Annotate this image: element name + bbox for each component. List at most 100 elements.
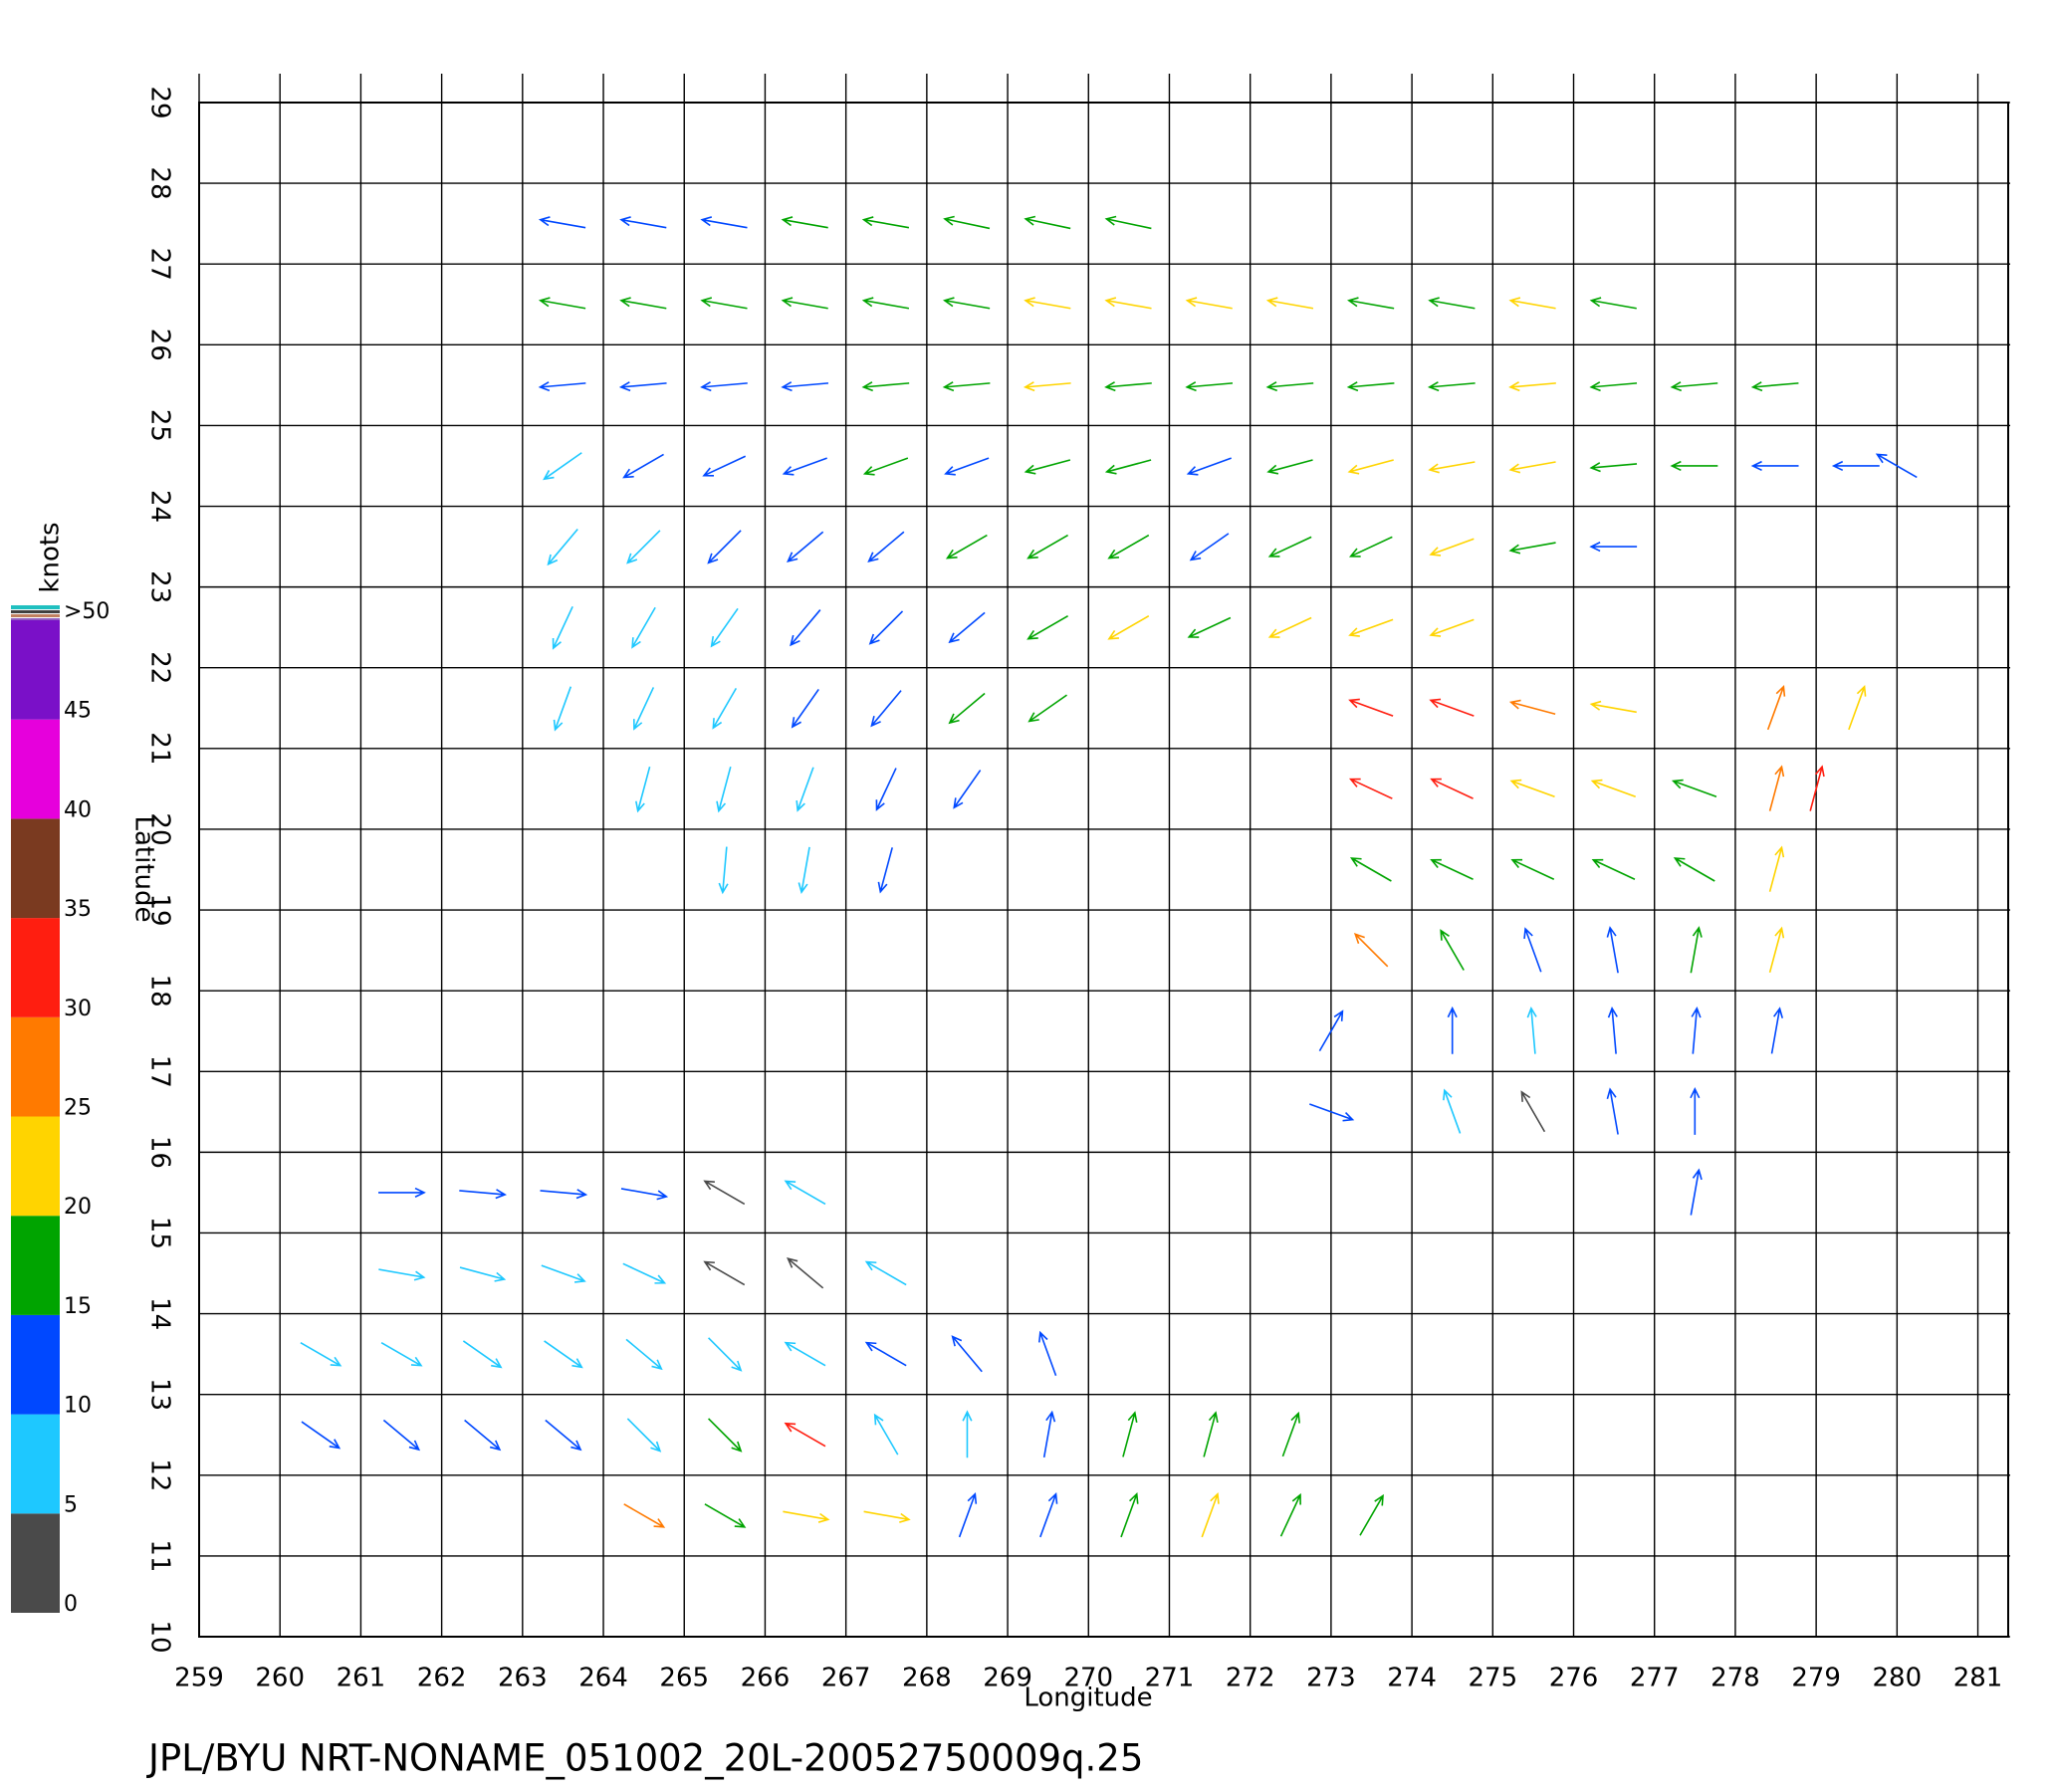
colorbar-label: knots — [36, 522, 66, 592]
x-axis-label: Longitude — [1024, 1683, 1152, 1713]
wind-vector — [380, 1341, 423, 1367]
x-tick-label: 277 — [1630, 1664, 1680, 1693]
x-tick-label: 280 — [1873, 1664, 1923, 1693]
wind-vector — [1875, 453, 1918, 479]
wind-vector — [784, 1341, 826, 1367]
x-tick-label: 278 — [1710, 1664, 1760, 1693]
wind-vector — [1670, 381, 1718, 392]
wind-vector — [864, 1341, 907, 1367]
wind-vector — [538, 381, 586, 392]
wind-vector — [459, 1189, 507, 1200]
wind-vector — [618, 381, 667, 392]
wind-vector — [1429, 618, 1475, 637]
y-tick-label: 24 — [145, 490, 175, 523]
wind-vector — [635, 766, 651, 813]
wind-vector — [1185, 297, 1233, 310]
y-tick-label: 14 — [145, 1297, 175, 1330]
wind-vector — [1606, 926, 1619, 974]
colorbar-band — [11, 1414, 60, 1514]
wind-vector — [1107, 614, 1150, 640]
wind-vector — [700, 297, 748, 310]
wind-vector — [1189, 533, 1230, 561]
wind-vector — [945, 534, 988, 560]
wind-vector — [1670, 460, 1718, 472]
wind-vector — [1589, 297, 1637, 310]
y-tick-label: 19 — [145, 894, 175, 927]
wind-vector — [877, 847, 893, 894]
x-tick-label: 265 — [659, 1664, 709, 1693]
wind-vector — [301, 1421, 342, 1450]
wind-vector — [790, 609, 821, 647]
wind-vector — [867, 531, 905, 563]
y-tick-label: 13 — [145, 1378, 175, 1411]
wind-vector — [1673, 857, 1715, 882]
wind-vector — [547, 528, 578, 566]
colorbar-band — [11, 1314, 60, 1415]
wind-vector — [1186, 457, 1232, 476]
wind-vector — [1671, 779, 1717, 798]
wind-vector — [718, 846, 729, 895]
wind-vector — [787, 531, 824, 563]
wind-vector — [943, 297, 991, 310]
wind-vector — [1429, 538, 1475, 557]
wind-vector — [944, 457, 990, 476]
wind-vector — [708, 1418, 743, 1453]
wind-vector — [953, 770, 982, 809]
y-tick-label: 28 — [145, 167, 175, 200]
wind-vector — [708, 1337, 743, 1372]
wind-vector — [1281, 1411, 1300, 1457]
y-tick-label: 17 — [145, 1055, 175, 1088]
wind-vector — [1508, 542, 1556, 555]
wind-vector — [798, 846, 810, 894]
wind-vector — [864, 1260, 907, 1286]
colorbar-band — [11, 1216, 60, 1315]
y-tick-label: 21 — [145, 732, 175, 765]
wind-vector — [1750, 460, 1799, 472]
wind-vector — [784, 1180, 826, 1206]
wind-vector — [1428, 461, 1476, 474]
x-tick-label: 261 — [337, 1664, 386, 1693]
wind-vector — [462, 1340, 503, 1369]
wind-vector — [943, 215, 991, 230]
wind-vector — [378, 1187, 426, 1198]
wind-vector — [545, 1419, 582, 1452]
wind-vector — [1042, 1410, 1056, 1458]
wind-vector — [1520, 1090, 1546, 1133]
colorbar-tick-label: 20 — [64, 1195, 92, 1220]
wind-vector — [631, 606, 656, 649]
wind-vector — [710, 607, 739, 648]
wind-vector — [622, 1262, 667, 1284]
wind-vector — [1187, 616, 1232, 638]
wind-vector — [622, 453, 664, 479]
y-tick-label: 23 — [145, 570, 175, 603]
y-tick-label: 20 — [145, 812, 175, 845]
wind-vector — [951, 1335, 983, 1373]
wind-vector — [1359, 1493, 1384, 1536]
wind-vector — [1203, 1411, 1219, 1457]
x-tick-label: 262 — [417, 1664, 467, 1693]
wind-vector — [1023, 381, 1071, 392]
wind-vector — [1353, 933, 1389, 968]
wind-vector — [541, 1264, 586, 1283]
wind-vector — [1265, 297, 1314, 310]
wind-vector — [707, 530, 742, 564]
wind-vector — [1526, 1006, 1537, 1054]
wind-vector — [1690, 926, 1703, 974]
wind-vector — [632, 687, 655, 731]
wind-vector — [873, 1413, 899, 1456]
wind-vector — [712, 687, 738, 730]
wind-vector — [948, 611, 986, 644]
colorbar-band — [11, 1116, 60, 1217]
y-tick-label: 18 — [145, 975, 175, 1008]
y-tick-label: 25 — [145, 409, 175, 442]
wind-vector — [1508, 297, 1556, 310]
wind-vector — [1443, 1088, 1462, 1134]
wind-vector — [868, 610, 904, 645]
colorbar-tick-label: 15 — [64, 1294, 92, 1319]
wind-vector — [1267, 536, 1312, 558]
wind-vector — [1347, 297, 1395, 310]
wind-vector — [538, 216, 586, 229]
colorbar-tick-label: >50 — [64, 599, 110, 624]
wind-vector — [1026, 614, 1068, 640]
